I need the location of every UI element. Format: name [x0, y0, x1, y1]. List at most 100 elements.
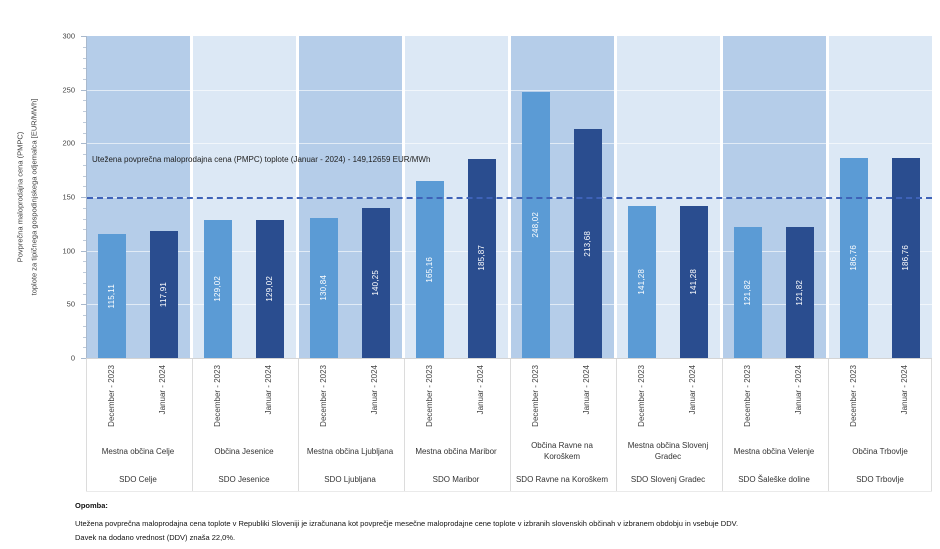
y-tick-mark — [83, 164, 86, 166]
month-label-row: December - 2023 Januar - 2024 — [299, 359, 401, 435]
district-label: SDO Celje — [119, 475, 157, 484]
month-label: December - 2023 — [742, 365, 752, 427]
municipality-label: Občina Trbovlje — [852, 446, 908, 456]
month-label: Januar - 2024 — [794, 365, 804, 415]
month-label-row: December - 2023 Januar - 2024 — [723, 359, 825, 435]
y-tick-mark — [83, 272, 86, 274]
bar-dec-2023: 121,82 — [733, 227, 762, 358]
group-label-cell: December - 2023 Januar - 2024 Občina Jesen… — [192, 359, 295, 491]
y-tick-label: 100 — [62, 246, 75, 256]
bar-dec-2023: 186,76 — [839, 157, 868, 358]
group-label-cell: December - 2023 Januar - 2024 Mestna občin… — [298, 359, 401, 491]
y-tick-mark — [83, 239, 86, 241]
y-tick-mark — [83, 132, 86, 134]
bar-jan-2024: 129,02 — [255, 219, 284, 358]
month-label-slot: December - 2023 — [98, 365, 126, 427]
month-label-row: December - 2023 Januar - 2024 — [617, 359, 719, 435]
gridline — [87, 89, 932, 91]
bar-value-label: 186,76 — [901, 244, 911, 271]
district-label: SDO Trbovlje — [856, 475, 904, 484]
y-tick-label: 50 — [66, 299, 75, 309]
bar-value-label: 121,82 — [743, 279, 753, 306]
month-label-row: December - 2023 Januar - 2024 — [511, 359, 613, 435]
group-label-cell: December - 2023 Januar - 2024 Mestna občin… — [404, 359, 507, 491]
month-label: December - 2023 — [318, 365, 328, 427]
group-label-cell: December - 2023 Januar - 2024 Mestna občin… — [722, 359, 825, 491]
district-label: SDO Maribor — [432, 475, 480, 484]
reference-line-label: Utežena povprečna maloprodajna cena (PMP… — [92, 155, 431, 164]
bar-jan-2024: 140,25 — [361, 207, 390, 358]
group-label-cell: December - 2023 Januar - 2024 Mestna občin… — [616, 359, 719, 491]
bar-value-label: 129,02 — [265, 275, 275, 302]
footnote-line-2: Davek na dodano vrednost (DDV) znaša 22,… — [75, 533, 236, 542]
y-tick-label: 0 — [70, 353, 75, 363]
bar-value-label: 140,25 — [371, 269, 381, 296]
bar-jan-2024: 186,76 — [891, 157, 920, 358]
bar-dec-2023: 130,84 — [309, 217, 338, 358]
bar-dec-2023: 129,02 — [203, 219, 232, 358]
district-label: SDO Ljubljana — [324, 475, 376, 484]
municipality-label: Mestna občina Slovenj Gradec — [627, 441, 709, 461]
bar-value-label: 185,87 — [477, 245, 487, 272]
y-tick-mark — [83, 46, 86, 48]
y-tick-mark — [83, 68, 86, 70]
month-label-slot: December - 2023 — [734, 365, 762, 427]
district-label: SDO Ravne na Koroškem — [515, 475, 609, 484]
month-label-slot: December - 2023 — [204, 365, 232, 427]
month-label-row: December - 2023 Januar - 2024 — [829, 359, 931, 435]
y-tick-mark — [81, 304, 86, 306]
bar-value-label: 117,91 — [159, 282, 169, 308]
footnote-title: Opomba: — [75, 501, 108, 510]
y-tick-mark — [83, 207, 86, 209]
month-label-slot: Januar - 2024 — [785, 365, 813, 414]
bar-jan-2024: 117,91 — [149, 231, 178, 358]
bar-value-label: 121,82 — [795, 279, 805, 306]
y-tick-mark — [83, 315, 86, 317]
group-label-cell: December - 2023 Januar - 2024 Občina Trbov… — [828, 359, 932, 491]
bar-value-label: 165,16 — [425, 256, 435, 283]
bar-jan-2024: 121,82 — [785, 227, 814, 358]
municipality-label: Mestna občina Celje — [101, 446, 175, 456]
gridline — [87, 250, 932, 252]
month-label: December - 2023 — [106, 365, 116, 427]
month-label-slot: Januar - 2024 — [149, 365, 177, 414]
footnote-line-1: Utežena povprečna maloprodajna cena topl… — [75, 519, 739, 528]
y-tick-mark — [83, 186, 86, 188]
district-label: SDO Jesenice — [218, 475, 270, 484]
bar-value-label: 115,11 — [107, 283, 117, 309]
month-label: Januar - 2024 — [476, 365, 486, 415]
y-tick-mark — [83, 218, 86, 220]
y-tick-mark — [83, 111, 86, 113]
bar-value-label: 129,02 — [213, 275, 223, 302]
footnote: Opomba: Utežena povprečna maloprodajna c… — [75, 501, 935, 542]
month-label: Januar - 2024 — [158, 365, 168, 415]
bar-value-label: 186,76 — [849, 244, 859, 271]
y-tick-mark — [83, 347, 86, 349]
y-tick-mark — [81, 358, 86, 359]
y-tick-mark — [83, 229, 86, 231]
municipality-label: Mestna občina Velenje — [733, 446, 815, 456]
month-label-slot: December - 2023 — [628, 365, 656, 427]
month-label: December - 2023 — [212, 365, 222, 427]
municipality-label: Mestna občina Maribor — [415, 446, 497, 456]
y-tick-label: 250 — [62, 85, 75, 95]
month-label: Januar - 2024 — [688, 365, 698, 415]
group-label-cell: December - 2023 Januar - 2024 Mestna občin… — [86, 359, 189, 491]
bar-dec-2023: 165,16 — [415, 180, 444, 358]
bar-dec-2023: 141,28 — [627, 206, 656, 358]
bar-value-label: 141,28 — [637, 269, 647, 296]
bar-jan-2024: 213,68 — [573, 128, 602, 358]
y-tick-mark — [81, 143, 86, 145]
y-tick-mark — [81, 36, 86, 37]
month-label: December - 2023 — [424, 365, 434, 427]
district-label: SDO Šaleške doline — [738, 475, 810, 484]
reference-line — [87, 196, 932, 199]
month-label: Januar - 2024 — [370, 365, 380, 415]
month-label-slot: December - 2023 — [522, 365, 550, 427]
bar-dec-2023: 248,02 — [521, 91, 550, 358]
y-tick-label: 300 — [62, 31, 75, 41]
y-tick-mark — [81, 250, 86, 252]
y-tick-mark — [83, 57, 86, 59]
month-label: December - 2023 — [848, 365, 858, 427]
